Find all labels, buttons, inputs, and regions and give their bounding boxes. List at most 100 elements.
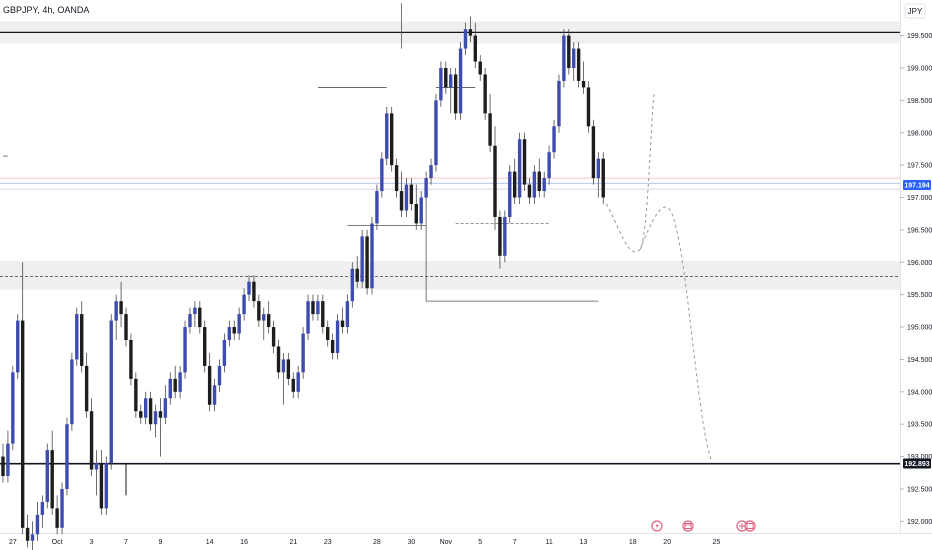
bearish-candle	[601, 152, 605, 205]
bullish-candle	[296, 365, 300, 399]
bullish-candle	[404, 178, 409, 217]
candle-body	[517, 139, 522, 198]
currency-button[interactable]	[904, 3, 926, 19]
y-tick-label: 198.500	[907, 98, 932, 105]
price-axis[interactable]: 199.500 199.000 198.500 198.000 197.500 197.0…	[900, 33, 932, 526]
bullish-candle	[222, 333, 227, 373]
candle-body	[532, 171, 537, 198]
bearish-candle	[276, 340, 281, 379]
candle-body	[586, 87, 591, 127]
candle-body	[439, 68, 443, 101]
bullish-candle	[227, 320, 232, 347]
bearish-candle	[444, 61, 448, 94]
bullish-candle	[188, 307, 192, 334]
bearish-candle	[158, 398, 163, 457]
flash-icon[interactable]	[651, 520, 663, 532]
candle-body	[143, 398, 148, 418]
bullish-candle	[434, 93, 438, 172]
bullish-candle	[178, 365, 182, 399]
candle-body	[581, 80, 586, 88]
bearish-candle	[478, 55, 482, 81]
x-tick-label: 9	[158, 539, 162, 546]
candle-body	[355, 268, 359, 282]
bearish-candle	[1, 443, 5, 483]
candle-body	[188, 314, 192, 328]
bearish-candle	[232, 320, 236, 341]
candle-body	[198, 307, 202, 328]
candle-body	[330, 340, 335, 353]
candle-body	[148, 398, 153, 425]
candle-body	[1, 456, 5, 477]
bearish-candle	[326, 320, 330, 347]
candle-body	[488, 113, 492, 146]
x-tick-label: 27	[9, 539, 17, 546]
candle-body	[217, 365, 222, 386]
x-tick-label: 16	[240, 539, 248, 546]
candle-body	[370, 223, 374, 289]
candle-body	[266, 314, 271, 328]
bearish-candle	[99, 450, 104, 515]
y-tick-label: 192.000	[907, 519, 932, 526]
y-tick-label: 195.000	[907, 325, 932, 332]
x-tick-label: 7	[124, 539, 128, 546]
bullish-candle	[70, 352, 74, 431]
candle-body	[203, 327, 207, 366]
bullish-candle	[429, 158, 433, 185]
candle-body	[596, 158, 601, 179]
candle-body	[11, 372, 15, 444]
bullish-candle	[45, 443, 49, 509]
candle-body	[453, 74, 458, 114]
bullish-candle	[375, 184, 379, 230]
candle-body	[326, 327, 330, 341]
candle-body	[139, 411, 143, 418]
marked-level-label: 192.893	[904, 461, 929, 468]
candle-body	[567, 35, 571, 69]
candle-body	[434, 100, 438, 166]
bearish-candle	[55, 495, 59, 535]
candle-body	[252, 281, 256, 302]
y-tick-label: 193.500	[907, 422, 932, 429]
bearish-candle	[89, 398, 94, 477]
bullish-candle	[547, 145, 551, 185]
bullish-candle	[6, 430, 10, 483]
x-tick-label: 5	[478, 539, 482, 546]
candle-body	[449, 74, 453, 88]
time-axis[interactable]: 27 Oct 3 7 9 14 16 21 23 28 30 Nov 5 7 11 13 18 20 25	[9, 539, 720, 546]
bullish-candle	[11, 365, 15, 451]
bullish-candle	[508, 165, 512, 224]
bullish-candle	[316, 294, 320, 321]
bearish-candle	[134, 372, 138, 418]
candle-body	[237, 314, 241, 334]
bullish-candle	[163, 385, 168, 425]
candle-body	[271, 327, 276, 347]
bearish-candle	[340, 307, 345, 334]
x-tick-label: Nov	[440, 539, 453, 546]
candle-body	[547, 152, 551, 179]
candle-body	[286, 359, 291, 379]
candlestick-series	[1, 16, 605, 550]
candle-body	[311, 301, 315, 315]
candle-body	[301, 333, 305, 373]
bearish-candle	[80, 301, 84, 373]
y-tick-label: 196.500	[907, 227, 932, 234]
candle-body	[345, 301, 350, 328]
candle-body	[562, 35, 566, 81]
bullish-candle	[458, 42, 463, 120]
candle-body	[40, 501, 45, 515]
candle-body	[25, 527, 30, 541]
candle-body	[276, 346, 281, 373]
projection-path	[605, 93, 712, 460]
candle-body	[424, 178, 428, 198]
candle-body	[306, 301, 310, 334]
candle-body	[498, 216, 502, 256]
economic-events-icon[interactable]	[736, 520, 756, 532]
candle-body	[232, 327, 236, 334]
bearish-candle	[453, 68, 458, 120]
bearish-candle	[266, 301, 271, 334]
calendar-icon[interactable]	[682, 520, 694, 532]
bullish-candle	[247, 275, 251, 302]
candle-body	[134, 378, 138, 412]
candle-body	[572, 48, 576, 69]
candle-body	[16, 320, 20, 373]
